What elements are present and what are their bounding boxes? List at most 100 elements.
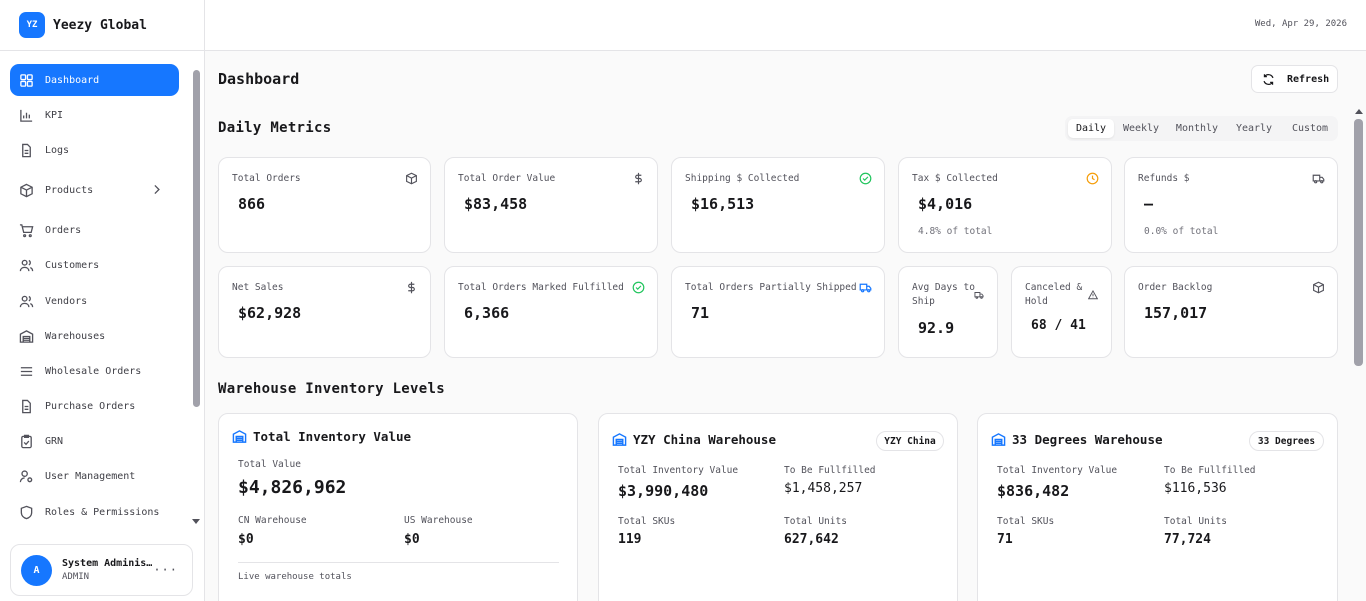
tab-yearly[interactable]: Yearly <box>1235 123 1273 134</box>
card-title: 33 Degrees Warehouse <box>1012 432 1163 447</box>
user-card[interactable]: A System Adminis… ADMIN ··· <box>10 544 193 596</box>
sidebar-item-label: Warehouses <box>45 330 106 342</box>
to-be-fulfilled-label: To Be Fullfilled <box>784 465 876 476</box>
tab-weekly[interactable]: Weekly <box>1122 123 1160 134</box>
metric-card-avg-days-ship[interactable]: Avg Days to Ship 92.9 <box>898 266 998 358</box>
truck-icon <box>1312 174 1325 184</box>
metric-label: Total Orders Marked Fulfilled <box>458 282 624 293</box>
current-date: Wed, Apr 29, 2026 <box>1254 19 1347 29</box>
page-title: Dashboard <box>218 70 300 88</box>
tab-daily[interactable]: Daily <box>1068 119 1114 138</box>
tab-monthly[interactable]: Monthly <box>1175 123 1219 134</box>
metric-card-tax-collected[interactable]: Tax $ Collected $4,016 4.8% of total <box>898 157 1112 253</box>
avatar: A <box>21 554 52 586</box>
to-be-fulfilled-label: To Be Fullfilled <box>1164 465 1256 476</box>
card-header: YZY China Warehouse <box>612 432 776 447</box>
metric-subtext: 4.8% of total <box>918 226 993 237</box>
dollar-icon <box>635 172 642 185</box>
tab-custom[interactable]: Custom <box>1291 123 1329 134</box>
users-icon <box>19 295 34 307</box>
warning-icon <box>1088 290 1098 300</box>
box-icon <box>1313 281 1324 294</box>
sidebar-item-label: Wholesale Orders <box>45 365 142 377</box>
sidebar-item-grn[interactable]: GRN <box>10 425 179 457</box>
inventory-value: $3,990,480 <box>618 482 709 500</box>
more-options-icon[interactable]: ··· <box>153 563 178 577</box>
metric-card-refunds[interactable]: Refunds $ – 0.0% of total <box>1124 157 1338 253</box>
warehouse-card-china[interactable]: YZY China Warehouse YZY China Total Inve… <box>598 413 958 601</box>
metric-value: 866 <box>238 195 266 213</box>
sidebar-item-logs[interactable]: Logs <box>10 134 179 166</box>
inventory-value: $836,482 <box>997 482 1070 500</box>
main-content: Dashboard Refresh Daily Metrics Daily We… <box>205 51 1363 601</box>
box-icon <box>406 172 417 185</box>
list-icon <box>20 366 33 376</box>
card-header: 33 Degrees Warehouse <box>991 432 1163 447</box>
total-inventory-card: Total Inventory Value Total Value $4,826… <box>218 413 578 601</box>
document-icon <box>22 143 31 157</box>
sidebar-item-label: GRN <box>45 435 64 447</box>
metric-card-net-sales[interactable]: Net Sales $62,928 <box>218 266 431 358</box>
total-units-label: Total Units <box>784 516 847 527</box>
metric-value: $16,513 <box>691 195 755 213</box>
total-units-label: Total Units <box>1164 516 1227 527</box>
sidebar-item-user-management[interactable]: User Management <box>10 460 179 492</box>
sidebar-item-kpi[interactable]: KPI <box>10 99 179 131</box>
check-circle-icon <box>859 172 872 185</box>
metric-card-shipping-collected[interactable]: Shipping $ Collected $16,513 <box>671 157 885 253</box>
sidebar-item-roles-permissions[interactable]: Roles & Permissions <box>10 496 179 528</box>
warehouse-badge: YZY China <box>876 431 944 451</box>
metric-label-line: Hold <box>1025 296 1048 307</box>
metric-value: $62,928 <box>238 304 302 322</box>
sidebar-item-label: Dashboard <box>45 74 100 86</box>
divider <box>238 562 559 563</box>
grid-icon <box>20 73 33 87</box>
sidebar-item-orders[interactable]: Orders <box>10 214 179 246</box>
metric-card-marked-fulfilled[interactable]: Total Orders Marked Fulfilled 6,366 <box>444 266 658 358</box>
us-warehouse-label: US Warehouse <box>404 515 473 526</box>
sidebar-item-label: Vendors <box>45 295 88 307</box>
sidebar-item-warehouses[interactable]: Warehouses <box>10 320 179 352</box>
total-skus-label: Total SKUs <box>997 516 1055 527</box>
metric-card-partially-shipped[interactable]: Total Orders Partially Shipped 71 <box>671 266 885 358</box>
metric-subtext: 0.0% of total <box>1144 226 1219 237</box>
sidebar-scroll-down-arrow[interactable] <box>192 519 200 524</box>
sidebar-item-label: Roles & Permissions <box>45 506 160 518</box>
warehouse-card-33-degrees[interactable]: 33 Degrees Warehouse 33 Degrees Total In… <box>977 413 1338 601</box>
sidebar-item-label: Logs <box>45 144 70 156</box>
main-scrollbar-thumb[interactable] <box>1354 119 1363 366</box>
sidebar-item-vendors[interactable]: Vendors <box>10 285 179 317</box>
refresh-button[interactable]: Refresh <box>1251 65 1338 93</box>
total-skus-label: Total SKUs <box>618 516 676 527</box>
sidebar: YZ Yeezy Global Dashboard KPI Logs Produ… <box>0 0 205 601</box>
metric-card-canceled-hold[interactable]: Canceled & Hold 68 / 41 <box>1011 266 1112 358</box>
sidebar-scrollbar-thumb[interactable] <box>193 70 200 407</box>
metric-label: Total Orders Partially Shipped <box>685 282 857 293</box>
sidebar-item-dashboard[interactable]: Dashboard <box>10 64 179 96</box>
user-settings-icon <box>19 469 33 482</box>
brand[interactable]: YZ Yeezy Global <box>0 0 204 51</box>
sidebar-item-purchase-orders[interactable]: Purchase Orders <box>10 390 179 422</box>
main-scroll-up-arrow[interactable] <box>1355 109 1363 114</box>
period-tabs: Daily Weekly Monthly Yearly Custom <box>1065 116 1338 141</box>
metric-label-line: Ship <box>912 296 935 307</box>
warehouse-icon <box>232 430 247 443</box>
to-be-fulfilled-value: $116,536 <box>1164 481 1227 496</box>
check-circle-icon <box>632 281 645 294</box>
warehouse-icon <box>612 433 627 446</box>
metric-label-line: Avg Days to <box>912 282 975 293</box>
warehouse-badge: 33 Degrees <box>1249 431 1324 451</box>
metric-card-total-orders[interactable]: Total Orders 866 <box>218 157 431 253</box>
metric-label: Avg Days to Ship <box>912 281 975 309</box>
sidebar-item-wholesale-orders[interactable]: Wholesale Orders <box>10 355 179 387</box>
refresh-icon <box>1263 73 1274 85</box>
sidebar-item-customers[interactable]: Customers <box>10 249 179 281</box>
sidebar-item-label: KPI <box>45 109 64 121</box>
metric-value: 68 / 41 <box>1031 318 1086 333</box>
to-be-fulfilled-value: $1,458,257 <box>784 481 863 496</box>
truck-icon <box>974 292 984 299</box>
sidebar-item-label: Products <box>45 184 94 196</box>
metric-card-total-order-value[interactable]: Total Order Value $83,458 <box>444 157 658 253</box>
sidebar-item-products[interactable]: Products <box>10 174 179 206</box>
metric-card-order-backlog[interactable]: Order Backlog 157,017 <box>1124 266 1338 358</box>
